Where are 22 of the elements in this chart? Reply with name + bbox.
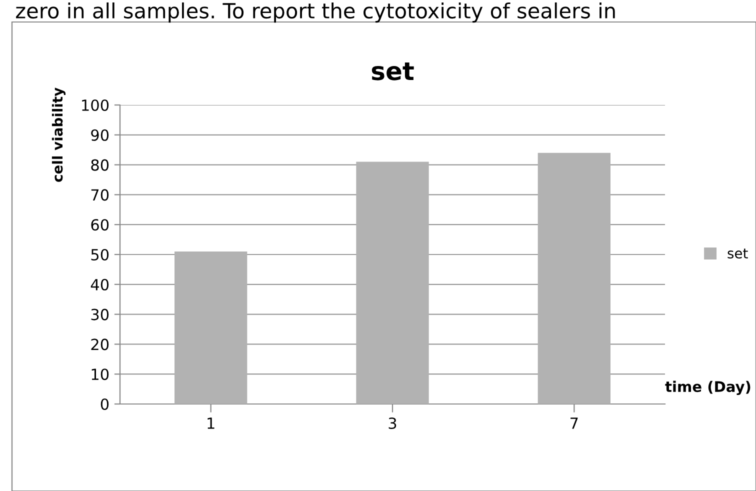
y-tick-label: 90 xyxy=(91,129,109,141)
legend-label: set xyxy=(728,248,748,259)
y-tick-label: 10 xyxy=(92,368,109,380)
bar xyxy=(174,252,248,404)
y-tick-label: 30 xyxy=(91,308,109,320)
text: zero in all samples. To report the cytotoxicity of sealers in xyxy=(16,2,615,23)
y-tick-label: 50 xyxy=(91,248,109,261)
x-tick-label: 3 xyxy=(388,417,396,430)
x-tick-label: 7 xyxy=(570,418,578,429)
y-tick-label: 0 xyxy=(100,398,109,410)
x-tick-label: 1 xyxy=(208,418,214,429)
y-tick-label: 60 xyxy=(91,219,109,231)
bar xyxy=(356,162,429,404)
bar xyxy=(538,152,610,404)
y-tick-label: 100 xyxy=(82,99,109,112)
y-axis-title: cell viability xyxy=(52,88,66,182)
y-tick-label: 80 xyxy=(91,159,109,171)
y-tick-label: 70 xyxy=(91,189,109,201)
x-axis-title: time (Day) xyxy=(665,380,750,396)
y-tick-label: 20 xyxy=(91,338,109,350)
y-tick-label: 40 xyxy=(90,278,109,290)
chart-title: set xyxy=(372,62,414,80)
